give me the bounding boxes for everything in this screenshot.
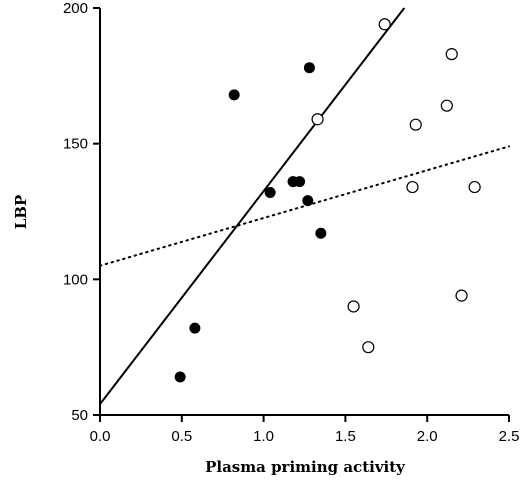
data-points <box>174 18 481 383</box>
filled-data-point <box>315 227 327 239</box>
y-axis-title: LBP <box>12 195 30 230</box>
open-data-point <box>440 99 453 112</box>
filled-data-point <box>302 195 314 207</box>
x-axis-title: Plasma priming activity <box>205 458 406 476</box>
solid-fit-line <box>99 7 406 405</box>
open-data-point <box>445 48 458 61</box>
y-tick-label: 50 <box>71 407 88 424</box>
open-data-point <box>468 180 481 194</box>
filled-data-point <box>264 187 276 199</box>
open-data-point <box>409 118 422 131</box>
y-tick-label: 150 <box>63 136 88 153</box>
x-tick-label: 0.0 <box>90 428 111 445</box>
filled-data-point <box>228 89 240 101</box>
open-data-point <box>347 300 360 313</box>
open-data-point <box>378 18 391 31</box>
filled-data-point <box>174 371 186 383</box>
open-data-point <box>455 289 468 302</box>
filled-data-point <box>189 322 201 334</box>
filled-data-point <box>303 62 315 74</box>
open-data-point <box>406 180 419 194</box>
open-data-point <box>311 113 324 126</box>
fit-lines <box>99 7 510 405</box>
x-tick-label: 1.0 <box>253 428 274 445</box>
y-tick-label: 200 <box>63 0 88 17</box>
y-tick-label: 100 <box>63 271 88 288</box>
filled-data-point <box>294 176 306 188</box>
dotted-fit-line <box>99 145 510 267</box>
x-tick-label: 1.5 <box>335 428 356 445</box>
axes: 50 100 150 200 0.0 0.5 1.0 1.5 2.0 2.5 <box>63 0 519 445</box>
x-tick-label: 2.0 <box>417 428 438 445</box>
x-tick-label: 2.5 <box>499 428 520 445</box>
x-tick-label: 0.5 <box>171 428 192 445</box>
open-data-point <box>362 341 375 354</box>
